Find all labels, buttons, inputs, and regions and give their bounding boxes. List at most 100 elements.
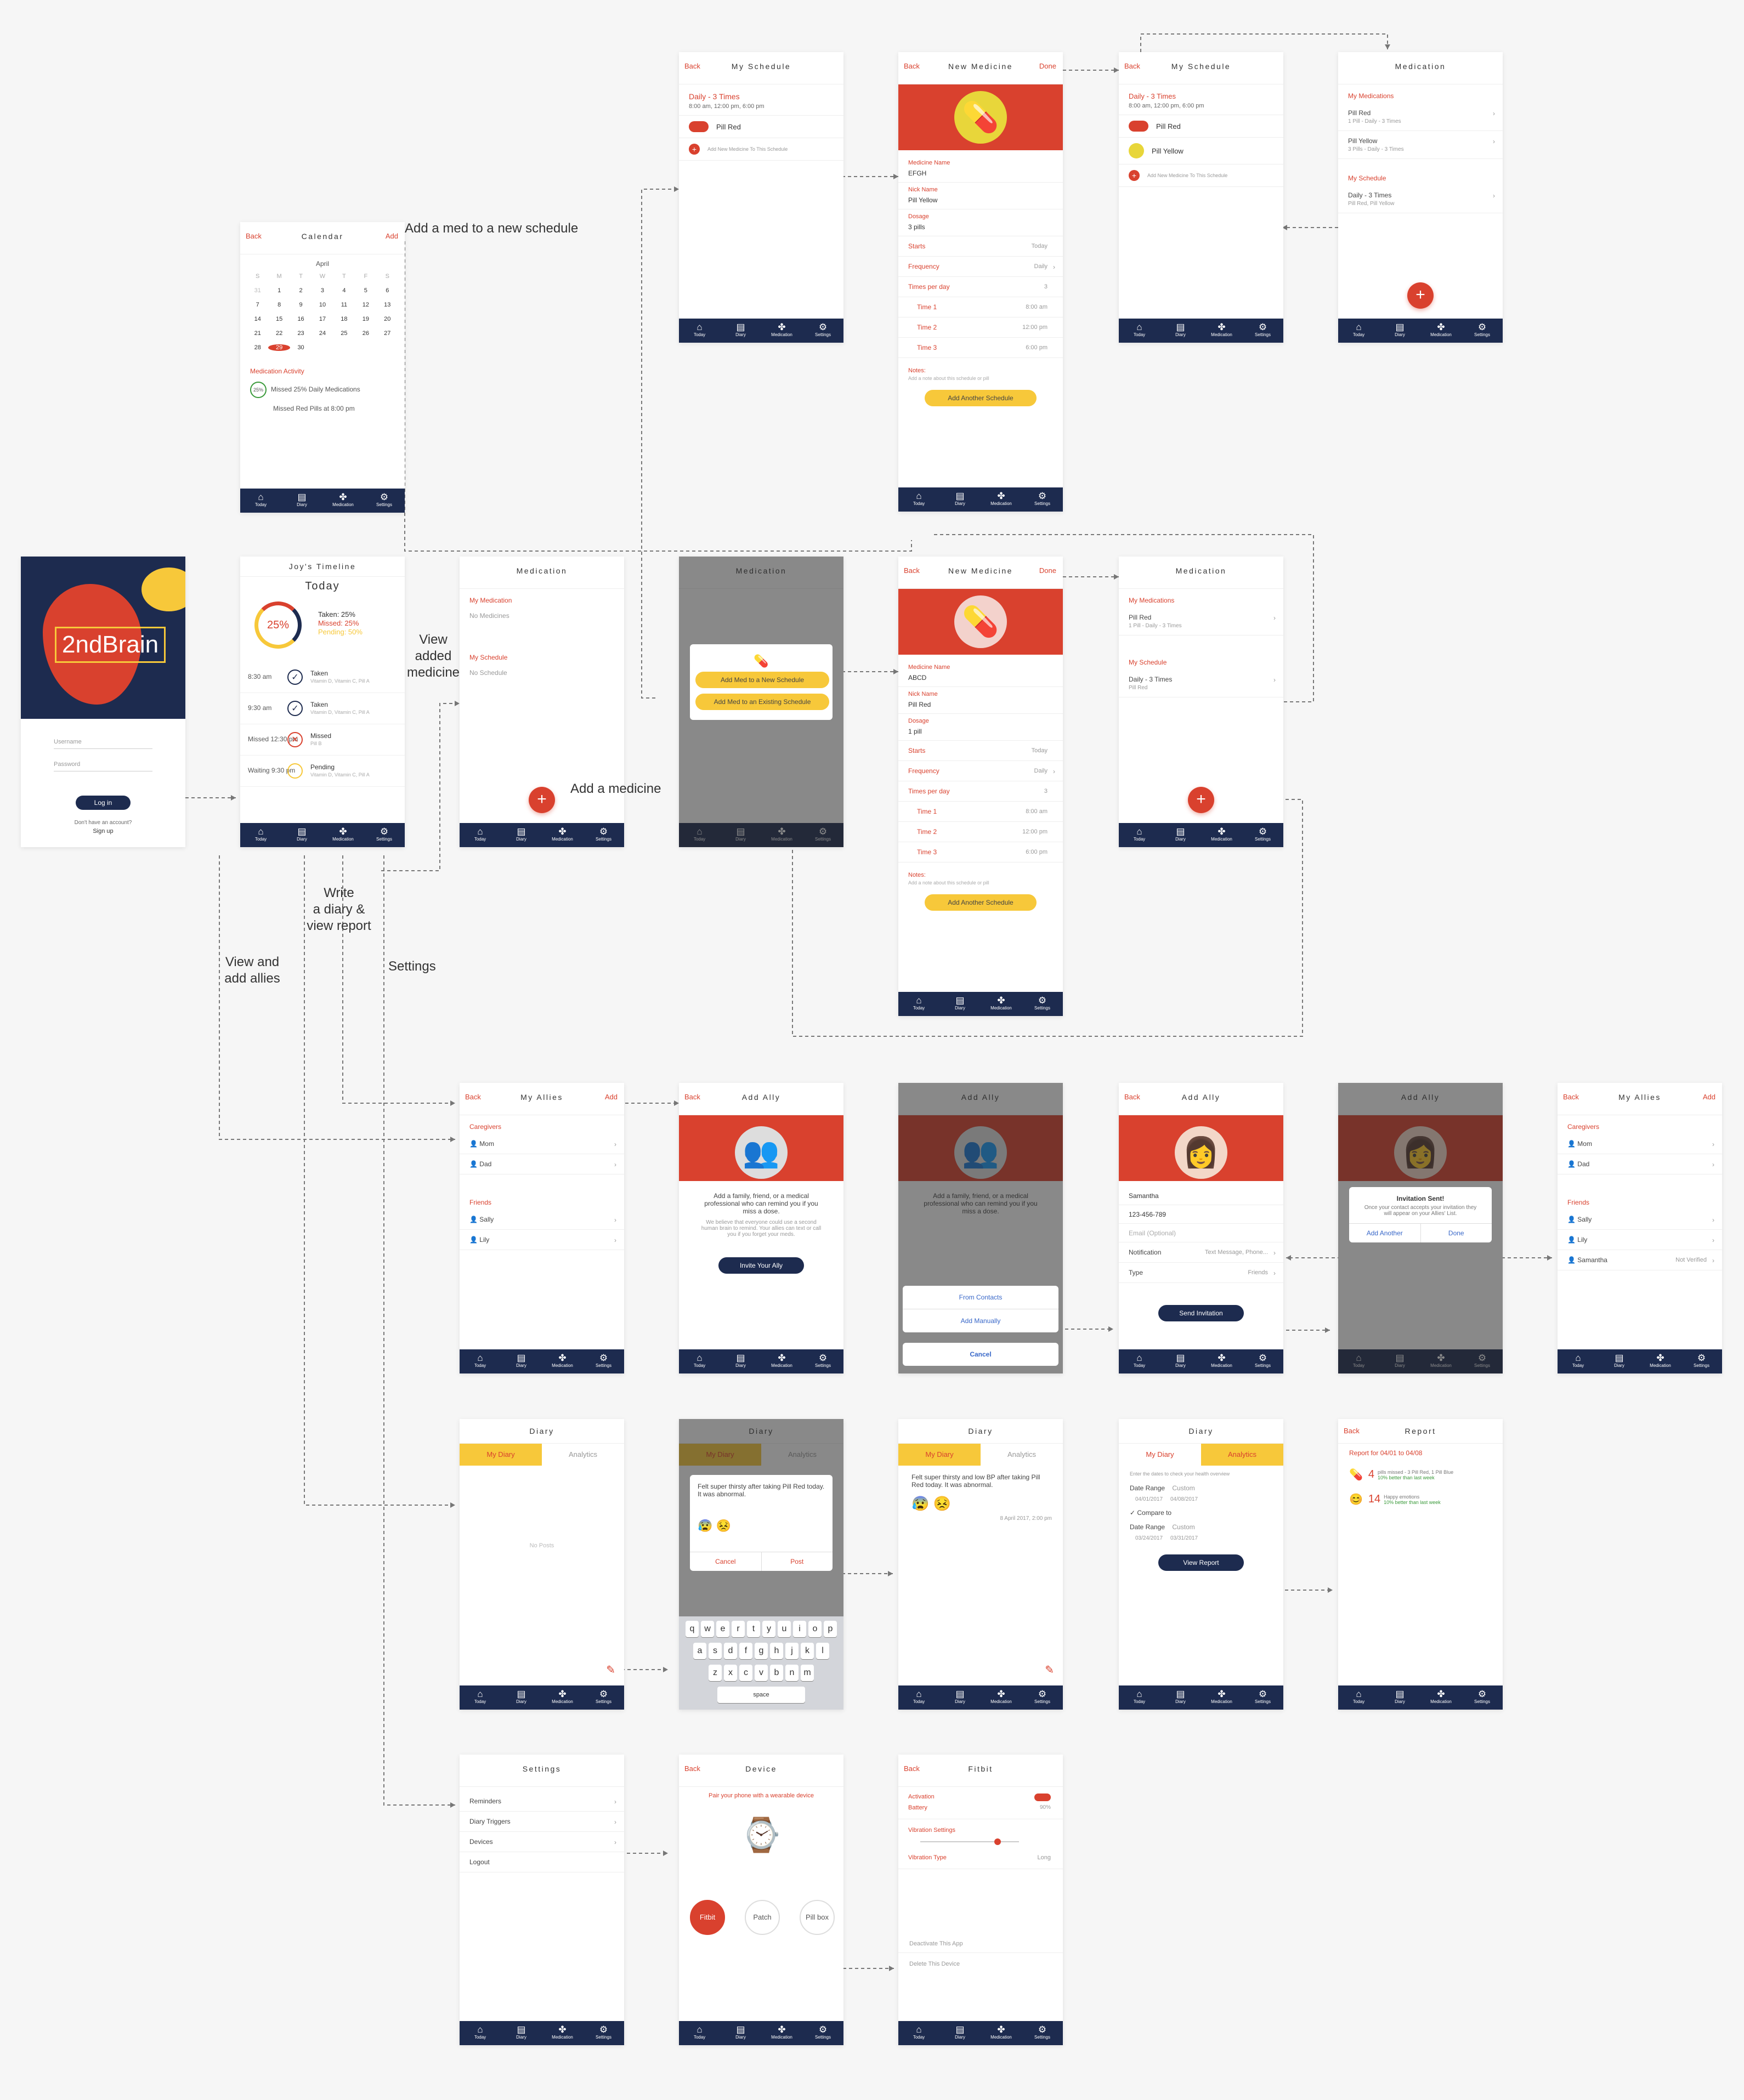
- calendar-day[interactable]: 26: [362, 330, 369, 337]
- calendar-day[interactable]: 6: [386, 287, 389, 294]
- tab-diary[interactable]: ▤Diary: [1160, 1349, 1201, 1373]
- med-row[interactable]: Pill Red: [679, 116, 843, 138]
- add-ally-button[interactable]: Add: [1702, 1093, 1715, 1101]
- tab-diary[interactable]: ▤Diary: [1599, 1349, 1640, 1373]
- cancel-option[interactable]: Cancel: [903, 1343, 1058, 1366]
- tab-today[interactable]: ⌂Today: [460, 823, 501, 847]
- add-user-icon[interactable]: 👥: [735, 1126, 788, 1179]
- tab-diary[interactable]: ▤Diary: [939, 487, 981, 512]
- cancel-button[interactable]: Cancel: [690, 1552, 762, 1571]
- key[interactable]: k: [801, 1643, 814, 1659]
- calendar-day[interactable]: 19: [362, 316, 369, 322]
- tab-today[interactable]: ⌂Today: [240, 823, 281, 847]
- calendar-day[interactable]: 28: [254, 344, 261, 351]
- diary-entry-input[interactable]: Felt super thirsty after taking Pill Red…: [698, 1483, 825, 1498]
- name-field[interactable]: Samantha: [1119, 1181, 1283, 1205]
- tab-my-diary[interactable]: My Diary: [1146, 1450, 1174, 1458]
- fitbit-option[interactable]: Fitbit: [690, 1900, 725, 1935]
- back-button[interactable]: Back: [1124, 62, 1140, 70]
- activation-toggle[interactable]: [1034, 1793, 1051, 1801]
- ally-row[interactable]: 👤 Dad ›: [1558, 1154, 1722, 1174]
- calendar-day[interactable]: 21: [254, 330, 261, 337]
- key[interactable]: b: [770, 1665, 783, 1681]
- send-invitation-button[interactable]: Send Invitation: [1158, 1305, 1244, 1321]
- med-row[interactable]: Pill Red: [1119, 115, 1283, 138]
- tab-diary[interactable]: ▤Diary: [501, 1349, 542, 1373]
- tab-diary[interactable]: ▤Diary: [1160, 1685, 1201, 1710]
- med-row[interactable]: Pill Red 1 Pill - Daily - 3 Times ›: [1338, 103, 1503, 131]
- calendar-day[interactable]: 5: [364, 287, 367, 294]
- dosage-field[interactable]: 1 pill: [898, 726, 1063, 741]
- tab-my-diary[interactable]: My Diary: [898, 1444, 981, 1466]
- tab-my-diary[interactable]: My Diary: [460, 1444, 542, 1466]
- reminders-row[interactable]: Reminders ›: [460, 1791, 624, 1812]
- date-range-row[interactable]: Date Range Custom: [1130, 1484, 1195, 1492]
- back-button[interactable]: Back: [1563, 1093, 1579, 1101]
- add-button[interactable]: Add: [385, 232, 398, 240]
- patch-option[interactable]: Patch: [745, 1900, 780, 1935]
- tab-diary[interactable]: ▤Diary: [1379, 1685, 1420, 1710]
- compose-icon[interactable]: ✎: [1045, 1664, 1054, 1676]
- tab-settings[interactable]: ⚙Settings: [1022, 2021, 1063, 2045]
- tab-settings[interactable]: ⚙Settings: [583, 823, 624, 847]
- tab-medication[interactable]: ✤Medication: [542, 2021, 583, 2045]
- tab-today[interactable]: ⌂Today: [460, 1685, 501, 1710]
- back-button[interactable]: Back: [904, 1764, 920, 1773]
- devices-row[interactable]: Devices ›: [460, 1832, 624, 1852]
- key[interactable]: u: [778, 1621, 791, 1637]
- tab-today[interactable]: ⌂Today: [898, 487, 939, 512]
- tab-today[interactable]: ⌂Today: [1119, 1685, 1160, 1710]
- post-button[interactable]: Post: [790, 1558, 804, 1565]
- phone-field[interactable]: 123-456-789: [1119, 1205, 1283, 1224]
- tab-today[interactable]: ⌂Today: [898, 1685, 939, 1710]
- add-another-button[interactable]: Add Another: [1349, 1224, 1421, 1242]
- time-2-row[interactable]: Time 2 12:00 pm: [898, 822, 1063, 842]
- ally-row[interactable]: 👤 Dad ›: [460, 1154, 624, 1174]
- calendar-day[interactable]: 8: [278, 302, 281, 308]
- done-button[interactable]: Done: [1039, 62, 1056, 70]
- add-new-med-row[interactable]: + Add New Medicine To This Schedule: [679, 138, 843, 161]
- tab-medication[interactable]: ✤Medication: [1640, 1349, 1681, 1373]
- calendar-day[interactable]: 10: [319, 302, 326, 308]
- nickname-field[interactable]: Pill Yellow: [898, 195, 1063, 209]
- add-to-existing-schedule-button[interactable]: Add Med to an Existing Schedule: [695, 694, 829, 710]
- tab-diary[interactable]: ▤Diary: [501, 823, 542, 847]
- tab-today[interactable]: ⌂Today: [460, 1349, 501, 1373]
- tab-settings[interactable]: ⚙Settings: [364, 489, 405, 513]
- add-new-med-row[interactable]: + Add New Medicine To This Schedule: [1119, 164, 1283, 187]
- tab-diary[interactable]: ▤Diary: [720, 1349, 761, 1373]
- calendar-day[interactable]: 15: [276, 316, 283, 322]
- back-button[interactable]: Back: [246, 232, 262, 240]
- tab-medication[interactable]: ✤Medication: [1201, 823, 1242, 847]
- done-button[interactable]: Done: [1448, 1229, 1464, 1237]
- add-medicine-button[interactable]: +: [1188, 787, 1214, 813]
- space-key[interactable]: space: [717, 1687, 805, 1703]
- invite-ally-button[interactable]: Invite Your Ally: [718, 1257, 804, 1274]
- tab-diary[interactable]: ▤Diary: [939, 2021, 981, 2045]
- yellow-pills-photo[interactable]: 💊: [954, 91, 1007, 144]
- calendar-day[interactable]: 18: [341, 316, 348, 322]
- back-button[interactable]: Back: [904, 566, 920, 575]
- calendar-day[interactable]: 25: [341, 330, 348, 337]
- timeline-item[interactable]: Waiting 9:30 pm Pending Vitamin D, Vitamin…: [240, 756, 405, 787]
- tab-diary[interactable]: ▤Diary: [501, 1685, 542, 1710]
- tab-today[interactable]: ⌂Today: [1338, 319, 1379, 343]
- key[interactable]: w: [701, 1621, 714, 1637]
- ally-photo[interactable]: 👩: [1175, 1126, 1227, 1179]
- compose-icon[interactable]: ✎: [606, 1664, 615, 1676]
- key[interactable]: p: [824, 1621, 837, 1637]
- red-pills-photo[interactable]: 💊: [954, 595, 1007, 648]
- emoji-icons[interactable]: 😰 😣: [698, 1519, 731, 1533]
- calendar-day[interactable]: 11: [341, 302, 348, 308]
- pillbox-option[interactable]: Pill box: [800, 1900, 835, 1935]
- tab-diary[interactable]: ▤Diary: [720, 2021, 761, 2045]
- med-row[interactable]: Pill Yellow 3 Pills - Daily - 3 Times ›: [1338, 131, 1503, 159]
- username-field[interactable]: Username: [54, 739, 152, 749]
- tab-diary[interactable]: ▤Diary: [1160, 823, 1201, 847]
- compare-range-row[interactable]: Date Range Custom: [1130, 1523, 1195, 1531]
- dosage-field[interactable]: 3 pills: [898, 222, 1063, 236]
- key[interactable]: m: [801, 1665, 814, 1681]
- key[interactable]: c: [739, 1665, 752, 1681]
- med-row[interactable]: Pill Red 1 Pill - Daily - 3 Times ›: [1119, 608, 1283, 635]
